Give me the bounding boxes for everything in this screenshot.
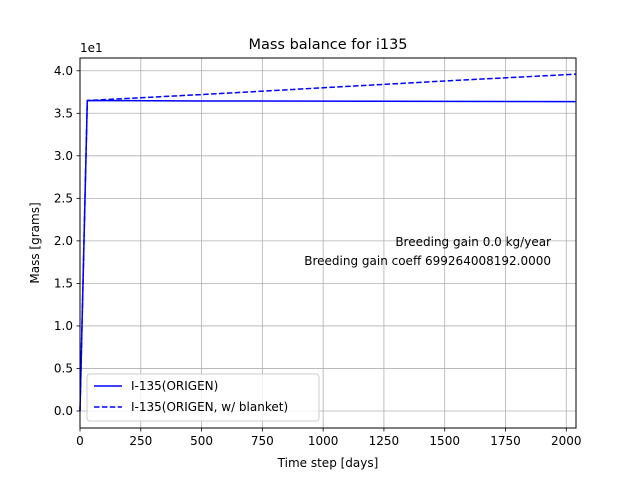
y-offset-label: 1e1 bbox=[80, 41, 103, 55]
annotation-breeding-gain-coeff: Breeding gain coeff 699264008192.0000 bbox=[304, 254, 551, 268]
y-tick-label: 0.0 bbox=[54, 404, 73, 418]
y-tick-label: 0.5 bbox=[54, 361, 73, 375]
x-tick-label: 1250 bbox=[369, 434, 400, 448]
y-tick-label: 2.0 bbox=[54, 234, 73, 248]
legend: I-135(ORIGEN) I-135(ORIGEN, w/ blanket) bbox=[86, 373, 320, 422]
x-tick-label: 0 bbox=[76, 434, 84, 448]
y-axis-title: Mass [grams] bbox=[28, 202, 42, 283]
series-lines bbox=[79, 73, 577, 412]
series-line-origen bbox=[79, 99, 577, 412]
plot-frame bbox=[79, 57, 577, 429]
x-tick-label: 1500 bbox=[429, 434, 460, 448]
series-line-origen-blanket bbox=[79, 73, 577, 412]
x-tick-label: 750 bbox=[251, 434, 274, 448]
x-tick-label: 2000 bbox=[551, 434, 582, 448]
annotation-breeding-gain: Breeding gain 0.0 kg/year bbox=[395, 235, 551, 249]
x-tick-label: 1750 bbox=[490, 434, 521, 448]
y-tick-label: 2.5 bbox=[54, 191, 73, 205]
y-tick-label: 4.0 bbox=[54, 64, 73, 78]
x-axis-ticks: 0 250 500 750 1000 1250 1500 1750 2000 bbox=[76, 428, 582, 448]
legend-label-origen: I-135(ORIGEN) bbox=[131, 379, 218, 393]
chart-title: Mass balance for i135 bbox=[248, 37, 407, 53]
y-tick-label: 3.0 bbox=[54, 149, 73, 163]
plot-area bbox=[80, 58, 576, 428]
x-axis-title: Time step [days] bbox=[277, 456, 379, 470]
x-tick-label: 500 bbox=[190, 434, 213, 448]
grid-lines bbox=[79, 58, 576, 428]
y-tick-label: 1.5 bbox=[54, 276, 73, 290]
y-tick-label: 3.5 bbox=[54, 106, 73, 120]
x-tick-label: 250 bbox=[129, 434, 152, 448]
legend-label-origen-blanket: I-135(ORIGEN, w/ blanket) bbox=[131, 400, 288, 414]
legend-box bbox=[86, 373, 320, 422]
y-axis-ticks: 0.0 0.5 1.0 1.5 2.0 2.5 3.0 3.5 4.0 bbox=[54, 64, 80, 418]
y-tick-label: 1.0 bbox=[54, 319, 73, 333]
x-tick-label: 1000 bbox=[308, 434, 339, 448]
